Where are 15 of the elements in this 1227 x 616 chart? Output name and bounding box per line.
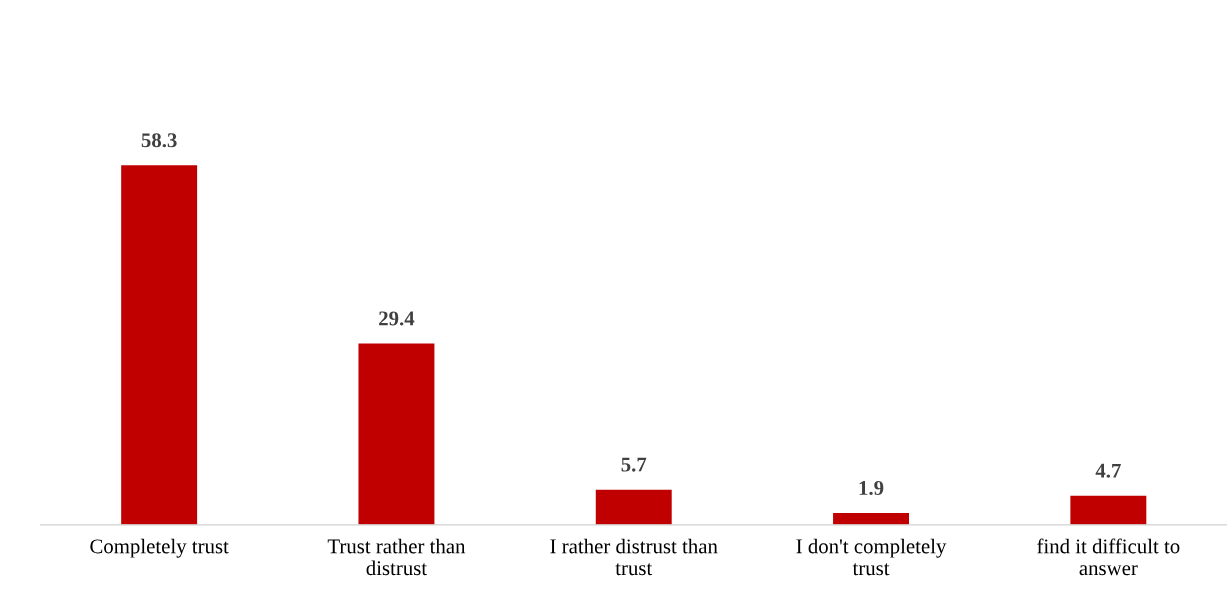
data-label: 29.4 [379, 311, 415, 326]
x-tick-label: find it difficult to answer [1037, 538, 1180, 576]
bar [358, 343, 435, 525]
x-tick-label: Completely trust [90, 538, 229, 558]
bar [1070, 495, 1147, 525]
data-label: 1.9 [859, 481, 884, 496]
data-label: 4.7 [1095, 463, 1121, 478]
bar [833, 513, 910, 525]
data-label: 5.7 [621, 457, 647, 472]
x-tick-label: Trust rather than distrust [327, 538, 466, 576]
bar [595, 489, 672, 525]
bar [121, 165, 198, 525]
x-tick-label: I don't completely trust [796, 538, 947, 576]
data-label: 58.3 [141, 133, 177, 148]
x-tick-label: I rather distrust than trust [550, 538, 718, 576]
